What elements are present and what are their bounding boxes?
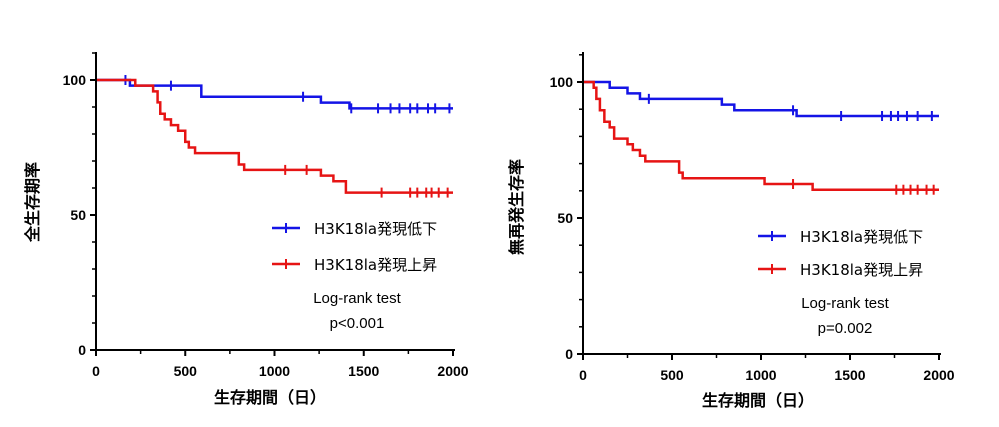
x-tick-label: 0 xyxy=(92,363,100,379)
series-high-line xyxy=(96,78,453,194)
test-label: Log-rank test xyxy=(801,295,889,312)
y-tick-label: 0 xyxy=(565,346,573,362)
series-high-line xyxy=(583,80,939,191)
legend-label-high: H3K18la発現上昇 xyxy=(800,261,923,279)
x-tick-label: 1500 xyxy=(348,363,379,379)
x-tick-label: 2000 xyxy=(923,367,954,383)
p-value: p=0.002 xyxy=(818,320,873,337)
series-low-line xyxy=(96,78,453,110)
x-tick-label: 1000 xyxy=(259,363,290,379)
test-label: Log-rank test xyxy=(313,290,401,307)
y-tick-label: 50 xyxy=(557,210,573,226)
x-tick-label: 500 xyxy=(660,367,684,383)
y-tick-label: 100 xyxy=(550,74,574,90)
chart-right: 0 500 1000 1500 2000 0 50 100 生存期間（日） 無再発生存率 H3… xyxy=(507,52,955,410)
legend: H3K18la発現低下 H3K18la発現上昇 xyxy=(272,220,437,274)
p-value: p<0.001 xyxy=(330,315,385,332)
legend: H3K18la発現低下 H3K18la発現上昇 xyxy=(758,228,923,279)
chart-left: 0 500 1000 1500 2000 0 50 100 生存期間（日） 全生存期率 H3K… xyxy=(23,52,469,407)
x-tick-label: 1500 xyxy=(834,367,865,383)
x-tick-label: 0 xyxy=(579,367,587,383)
y-tick-label: 50 xyxy=(70,207,86,223)
y-tick-label: 100 xyxy=(63,72,87,88)
x-axis-title: 生存期間（日） xyxy=(214,388,326,407)
x-tick-label: 1000 xyxy=(745,367,776,383)
legend-label-high: H3K18la発現上昇 xyxy=(314,256,437,274)
y-tick-label: 0 xyxy=(78,342,86,358)
y-axis-title: 無再発生存率 xyxy=(507,159,526,255)
series-low-line xyxy=(583,80,939,118)
y-axis-title: 全生存期率 xyxy=(23,162,42,243)
x-tick-label: 2000 xyxy=(437,363,468,379)
legend-label-low: H3K18la発現低下 xyxy=(314,220,437,238)
x-axis-title: 生存期間（日） xyxy=(702,391,814,410)
legend-label-low: H3K18la発現低下 xyxy=(800,228,923,246)
x-tick-label: 500 xyxy=(174,363,198,379)
